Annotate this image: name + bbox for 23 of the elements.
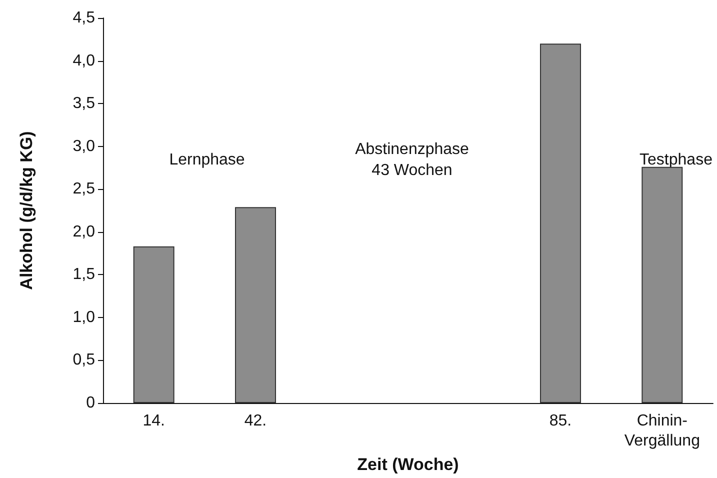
x-tick-label: Chinin- Vergällung	[624, 412, 700, 450]
y-tick-label: 4,0	[72, 52, 96, 70]
bar	[133, 246, 174, 403]
y-tick-label: 4,5	[72, 10, 96, 26]
annotation: Abstinenzphase 43 Wochen	[355, 141, 470, 179]
annotation: Testphase	[640, 152, 713, 168]
y-tick-label: 1,0	[72, 308, 96, 326]
y-axis-title: Alkohol (g/d/kg KG)	[17, 131, 36, 290]
bar	[642, 166, 683, 403]
y-tick-label: 1,5	[72, 266, 96, 284]
y-tick-label: 2,5	[72, 180, 96, 198]
bar	[540, 44, 581, 403]
y-tick-label: 2,0	[72, 223, 96, 240]
x-tick-label: 14.	[142, 412, 165, 430]
y-tick-label: 0	[86, 394, 96, 412]
x-tick-label: 85.	[549, 412, 572, 430]
bar	[235, 207, 276, 403]
x-tick-label: 42.	[244, 412, 267, 430]
y-tick-label: 3,5	[72, 95, 96, 112]
y-tick-label: 3,0	[72, 138, 96, 155]
annotation: Lernphase	[169, 152, 245, 168]
y-tick-label: 0,5	[72, 352, 96, 369]
x-axis-title: Zeit (Woche)	[357, 454, 459, 474]
